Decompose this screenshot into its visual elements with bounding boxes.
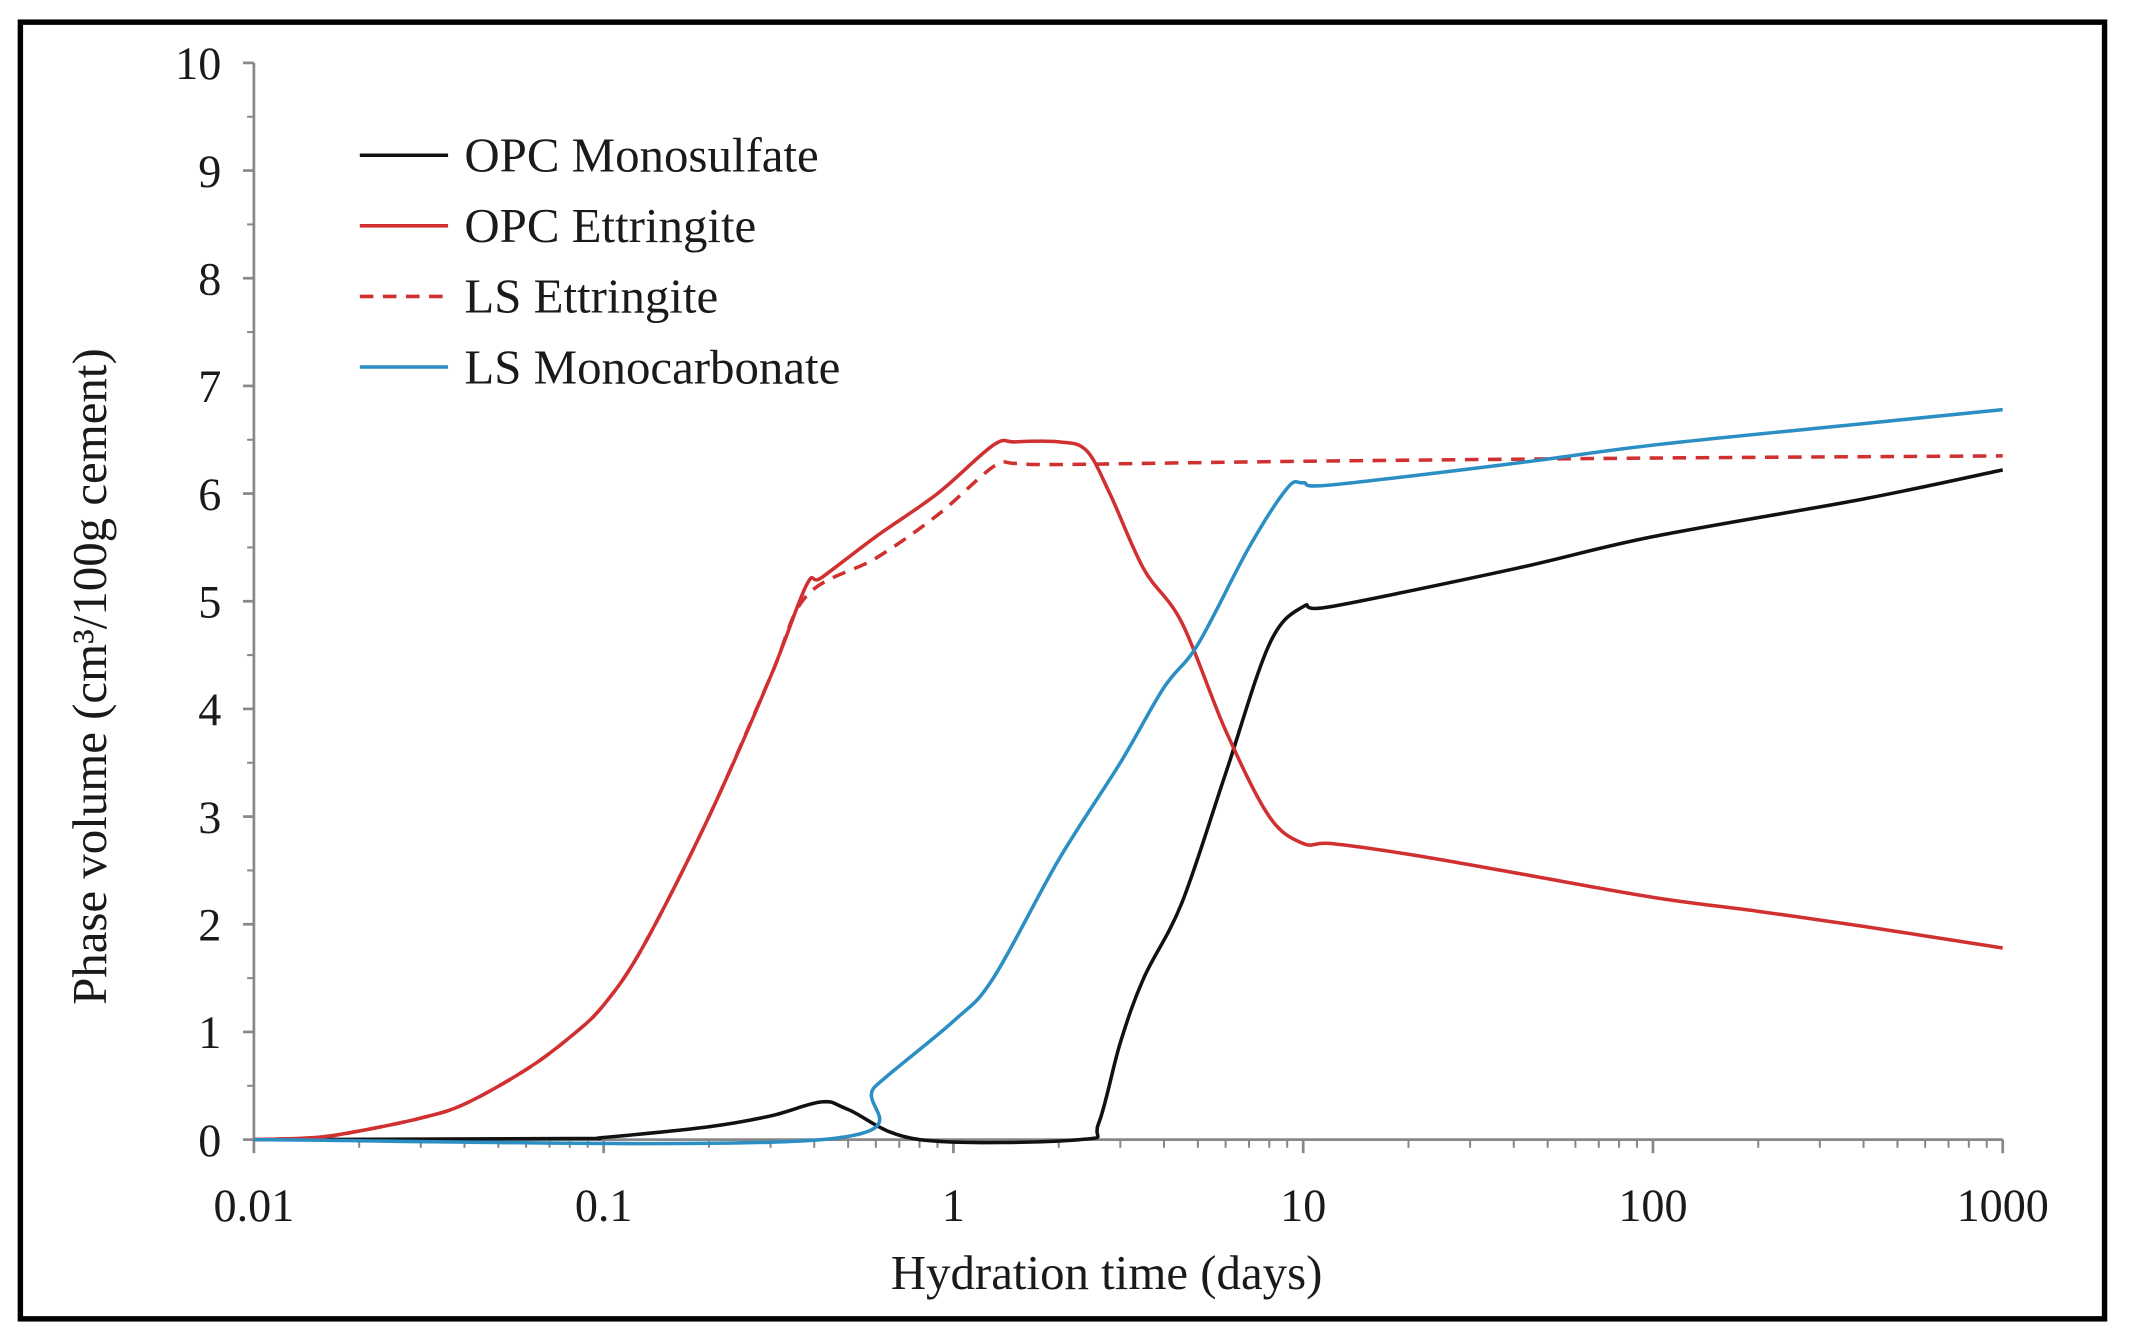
y-tick-label: 3 [198, 792, 221, 843]
x-tick-label: 100 [1618, 1180, 1687, 1231]
y-tick-label: 2 [198, 900, 221, 951]
series-line-ls-monocarbonate [253, 407, 2003, 1146]
y-tick-label: 0 [198, 1115, 221, 1166]
x-tick-label: 1000 [1957, 1180, 2049, 1231]
y-tick-label: 4 [198, 684, 221, 735]
x-tick-label: 0.01 [214, 1180, 295, 1231]
y-tick-label: 10 [175, 38, 221, 89]
y-tick-label: 1 [198, 1007, 221, 1058]
legend-label-opc-monosulfate: OPC Monosulfate [464, 128, 818, 183]
legend-label-opc-ettringite: OPC Ettringite [464, 198, 756, 253]
legend-label-ls-ettringite: LS Ettringite [464, 269, 718, 324]
series-line-ls-ettringite [253, 454, 2003, 1142]
x-tick-label: 0.1 [575, 1180, 633, 1231]
y-tick-label: 7 [198, 361, 221, 412]
x-tick-label: 1 [942, 1180, 965, 1231]
series-line-opc-ettringite [253, 438, 2003, 1142]
y-tick-label: 5 [198, 577, 221, 628]
x-axis-label: Hydration time (days) [891, 1245, 1323, 1300]
y-axis-label: Phase volume (cm³/100g cement) [62, 348, 117, 1005]
y-tick-label: 8 [198, 254, 221, 305]
x-tick-label: 10 [1280, 1180, 1326, 1231]
legend-label-ls-monocarbonate: LS Monocarbonate [464, 339, 840, 394]
y-tick-label: 9 [198, 146, 221, 197]
y-tick-label: 6 [198, 469, 221, 520]
figure-border [17, 19, 2108, 1322]
series-line-opc-monosulfate [253, 468, 2004, 1145]
